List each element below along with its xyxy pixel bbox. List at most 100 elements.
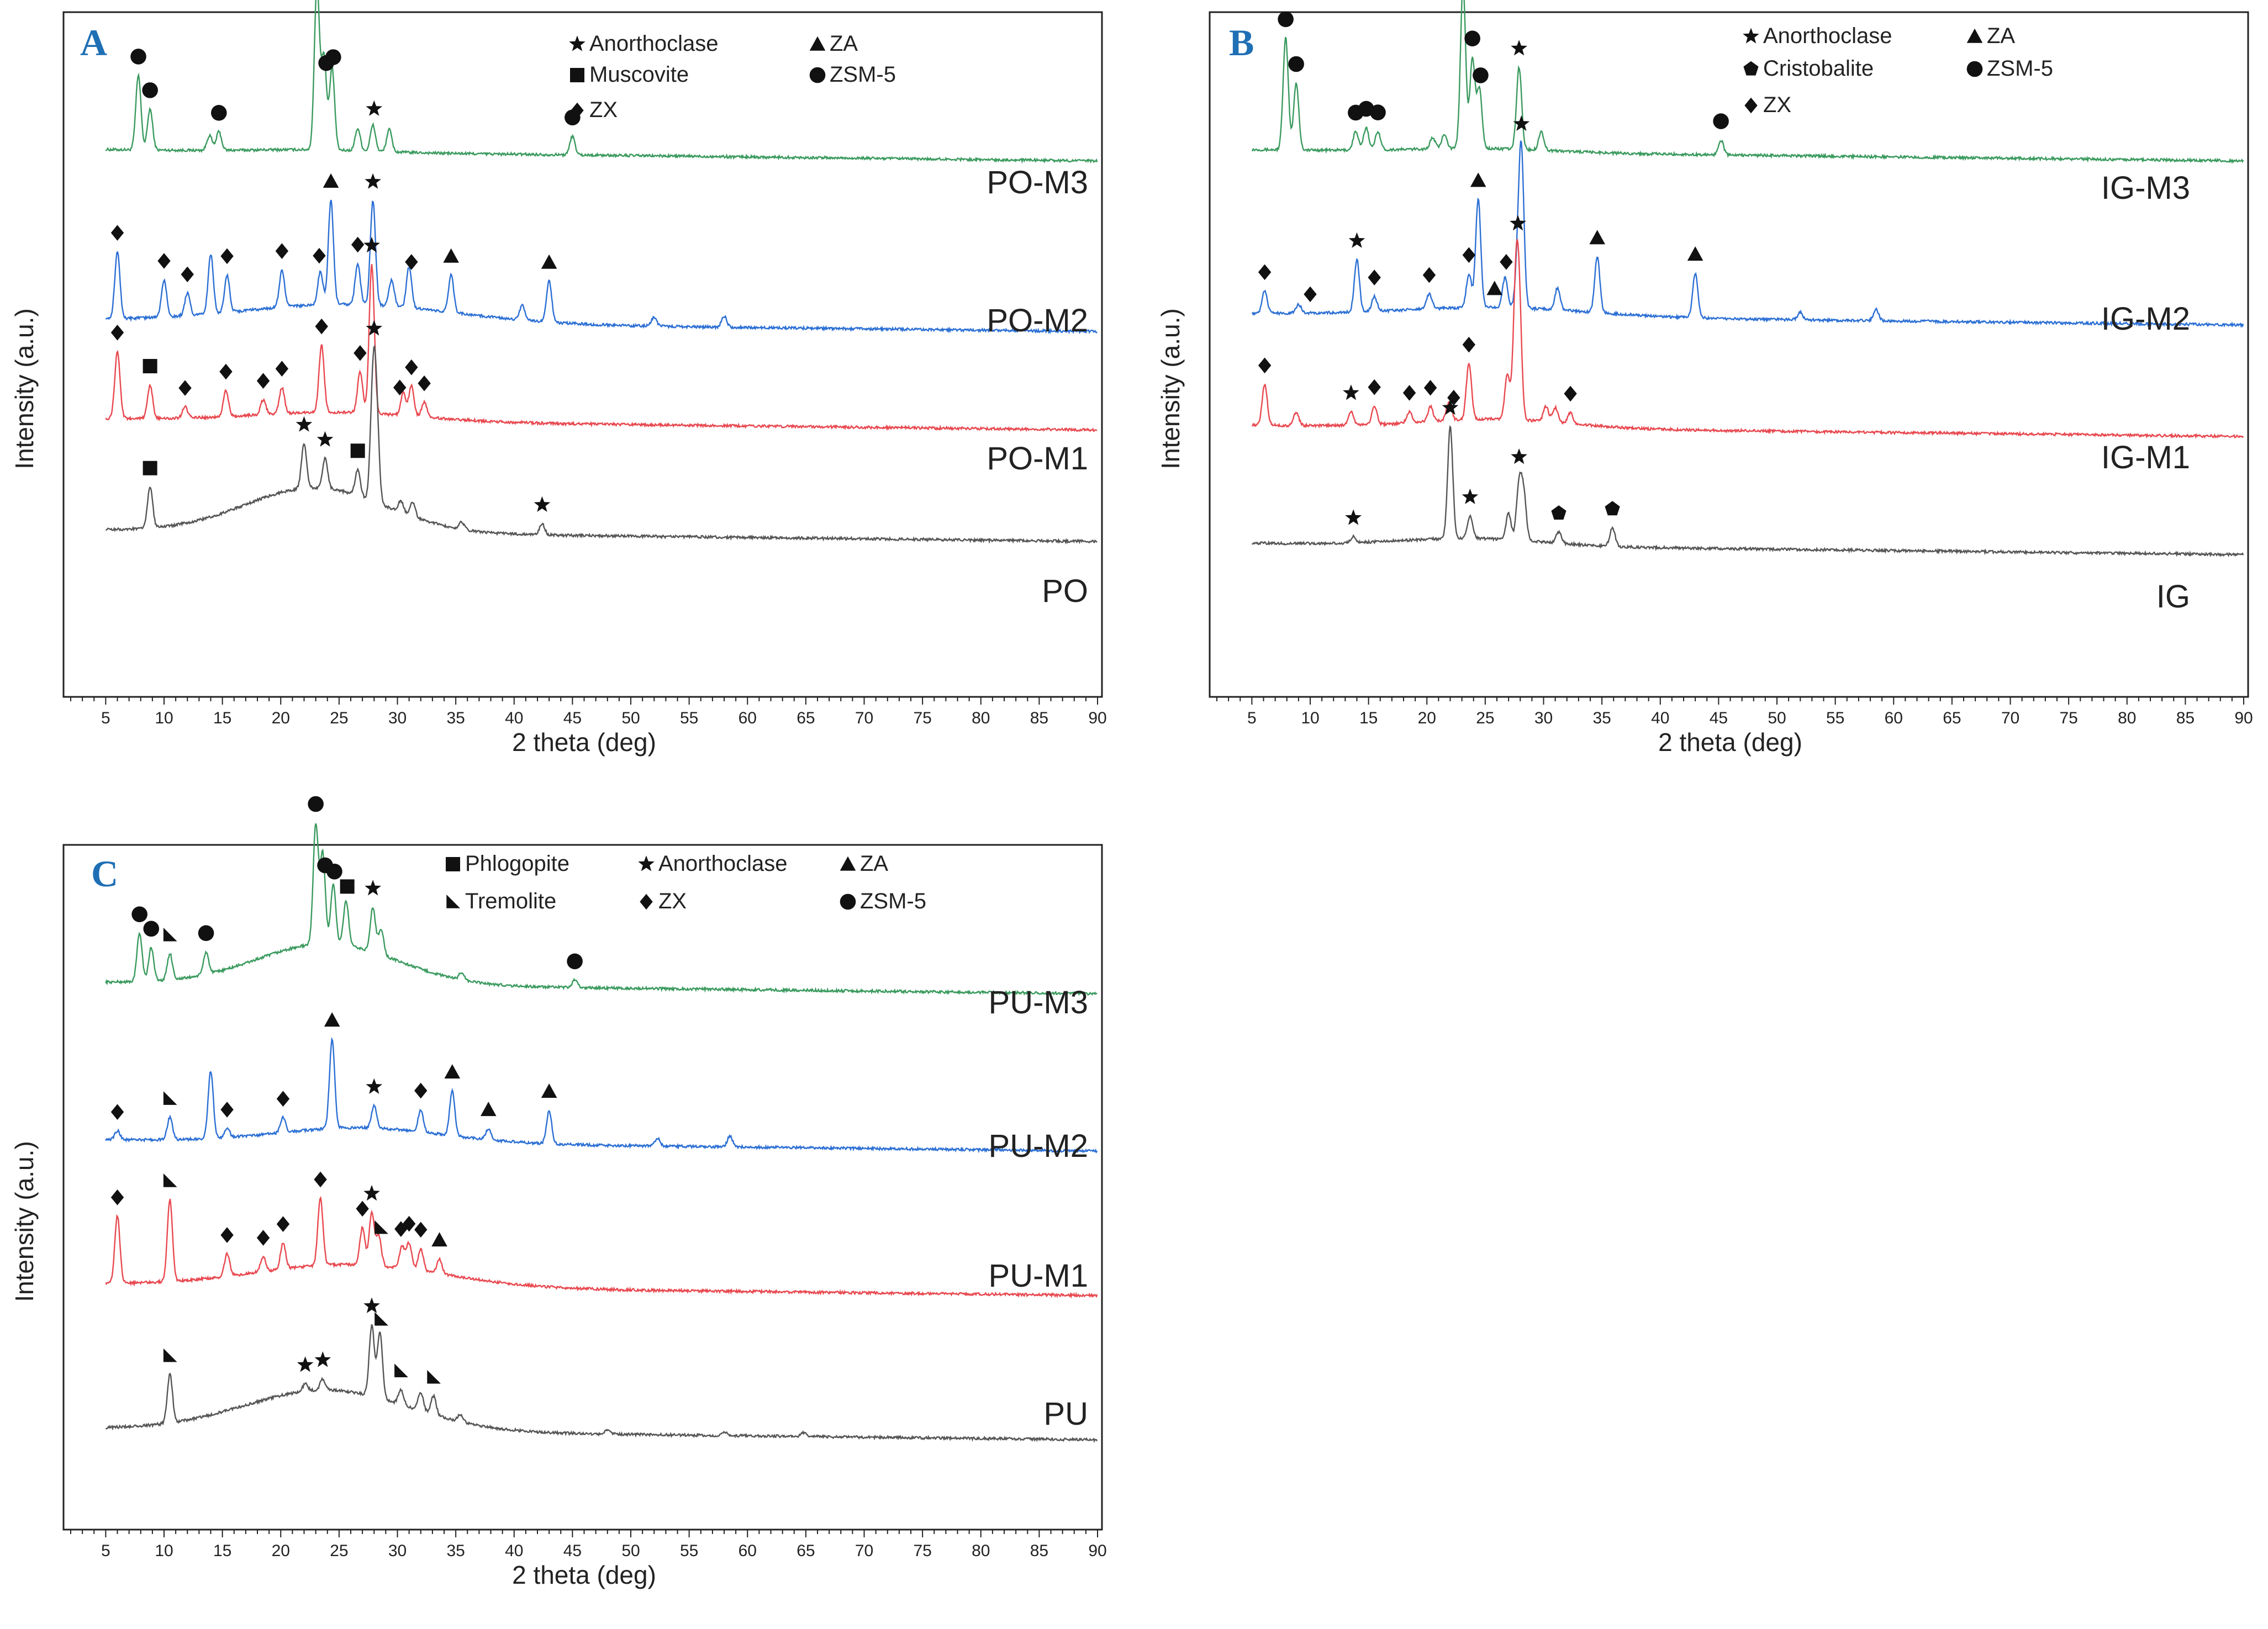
series-PU bbox=[105, 1324, 1098, 1443]
peak-diamond-marker bbox=[276, 1091, 290, 1107]
legend-label: ZSM-5 bbox=[1987, 56, 2053, 81]
x-tick-label: 45 bbox=[1710, 709, 1728, 727]
peak-diamond-marker bbox=[178, 380, 192, 396]
peak-diamond-marker bbox=[1423, 379, 1437, 396]
legend-circle-icon bbox=[840, 893, 856, 910]
peak-diamond-marker bbox=[110, 325, 124, 341]
legend: Anorthoclase ZA Cristobalite ZSM-5 ZX bbox=[1743, 24, 2053, 117]
peak-star-marker bbox=[297, 1356, 314, 1372]
series-label: PO bbox=[1042, 573, 1088, 609]
peak-star-marker bbox=[317, 431, 334, 447]
peak-circle-marker bbox=[565, 109, 581, 126]
legend-square-icon bbox=[570, 68, 584, 82]
legend: Anorthoclase ZA Muscovite ZSM-5 ZX bbox=[569, 31, 896, 122]
y-axis-label: Intensity (a.u.) bbox=[1156, 308, 1185, 469]
peak-square-marker bbox=[143, 359, 157, 374]
peak-circle-marker bbox=[142, 82, 158, 98]
legend-star-icon bbox=[569, 35, 586, 51]
legend-circle-icon bbox=[809, 67, 826, 83]
peak-diamond-marker bbox=[220, 1102, 234, 1118]
x-tick-label: 70 bbox=[855, 709, 873, 727]
peak-star-marker bbox=[296, 416, 313, 432]
peak-tremolite-marker bbox=[163, 1091, 177, 1105]
x-tick-label: 80 bbox=[972, 709, 990, 727]
panel-letter: B bbox=[1229, 22, 1254, 64]
peak-triangle-marker bbox=[1589, 230, 1605, 245]
peak-diamond-marker bbox=[1402, 385, 1416, 401]
x-tick-label: 10 bbox=[155, 1542, 173, 1560]
peak-star-marker bbox=[534, 496, 551, 512]
legend-label: ZSM-5 bbox=[860, 889, 926, 913]
series-PU-M1 bbox=[105, 1196, 1098, 1299]
x-tick-label: 60 bbox=[1885, 709, 1903, 727]
peak-star-marker bbox=[1513, 115, 1530, 131]
peak-circle-marker bbox=[210, 105, 227, 121]
legend-label: ZA bbox=[860, 851, 888, 876]
peak-star-marker bbox=[314, 1351, 331, 1367]
x-tick-label: 50 bbox=[621, 1542, 640, 1560]
peak-diamond-marker bbox=[1422, 267, 1436, 283]
series-label: PO-M3 bbox=[987, 165, 1088, 200]
legend-label: ZX bbox=[1763, 93, 1791, 117]
peak-star-marker bbox=[1348, 232, 1365, 248]
peak-diamond-marker bbox=[110, 1104, 124, 1120]
x-tick-label: 35 bbox=[446, 709, 465, 727]
legend-label: ZX bbox=[589, 98, 618, 122]
peak-circle-marker bbox=[308, 796, 324, 812]
x-tick-label: 85 bbox=[1030, 1542, 1048, 1560]
peak-circle-marker bbox=[1464, 30, 1480, 47]
peak-diamond-marker bbox=[276, 1216, 290, 1232]
x-tick-label: 20 bbox=[272, 1542, 290, 1560]
peak-star-marker bbox=[366, 320, 383, 336]
peak-triangle-marker bbox=[431, 1232, 447, 1247]
peak-triangle-marker bbox=[323, 173, 339, 188]
x-tick-label: 70 bbox=[855, 1542, 873, 1560]
legend-circle-icon bbox=[1966, 61, 1983, 77]
peak-diamond-marker bbox=[220, 1227, 234, 1243]
peak-circle-marker bbox=[326, 863, 342, 880]
legend-diamond-icon bbox=[1744, 97, 1758, 114]
peak-star-marker bbox=[363, 1297, 380, 1313]
legend-label: Phlogopite bbox=[465, 851, 569, 876]
series-label: IG-M1 bbox=[2101, 440, 2190, 475]
peak-diamond-marker bbox=[1462, 336, 1475, 353]
peak-circle-marker bbox=[143, 921, 160, 937]
peak-diamond-marker bbox=[393, 379, 407, 396]
x-tick-label: 25 bbox=[1476, 709, 1494, 727]
peak-star-marker bbox=[366, 100, 383, 116]
x-tick-label: 60 bbox=[739, 1542, 757, 1560]
x-axis-label: 2 theta (deg) bbox=[512, 728, 656, 757]
peak-diamond-marker bbox=[275, 243, 289, 259]
legend-pentagon-icon bbox=[1743, 61, 1759, 76]
series-label: PU-M3 bbox=[989, 985, 1088, 1020]
peak-diamond-marker bbox=[351, 236, 365, 253]
x-tick-label: 20 bbox=[1418, 709, 1436, 727]
peak-pentagon-marker bbox=[1605, 501, 1620, 516]
peak-circle-marker bbox=[1288, 56, 1304, 72]
peak-pentagon-marker bbox=[1551, 505, 1566, 520]
peak-diamond-marker bbox=[219, 363, 233, 380]
x-tick-label: 50 bbox=[621, 709, 640, 727]
series-label: PU bbox=[1043, 1396, 1088, 1432]
panel-B: 5 10 15 20 25 30 35 40 45 50 55 60 65 70 75 80 85 90 2 the… bbox=[1156, 0, 2253, 757]
peak-diamond-marker bbox=[220, 248, 234, 265]
peak-star-marker bbox=[1345, 509, 1362, 525]
peak-diamond-marker bbox=[1304, 286, 1317, 303]
peak-tremolite-marker bbox=[163, 1173, 177, 1187]
legend-label: ZA bbox=[830, 31, 858, 56]
peak-star-marker bbox=[1442, 399, 1459, 415]
peak-diamond-marker bbox=[414, 1082, 428, 1099]
peak-circle-marker bbox=[198, 925, 214, 942]
x-tick-label: 55 bbox=[680, 709, 698, 727]
x-tick-label: 85 bbox=[1030, 709, 1048, 727]
plot-frame bbox=[62, 844, 1103, 1531]
peak-tremolite-marker bbox=[375, 1220, 388, 1234]
series-PO bbox=[106, 345, 1098, 544]
peak-diamond-marker bbox=[1500, 254, 1513, 270]
peak-star-marker bbox=[366, 1078, 383, 1094]
peak-diamond-marker bbox=[405, 254, 418, 270]
peak-diamond-marker bbox=[402, 1215, 416, 1232]
peak-circle-marker bbox=[1370, 104, 1386, 120]
peak-diamond-marker bbox=[275, 361, 289, 377]
series-PO-M2 bbox=[105, 199, 1098, 335]
